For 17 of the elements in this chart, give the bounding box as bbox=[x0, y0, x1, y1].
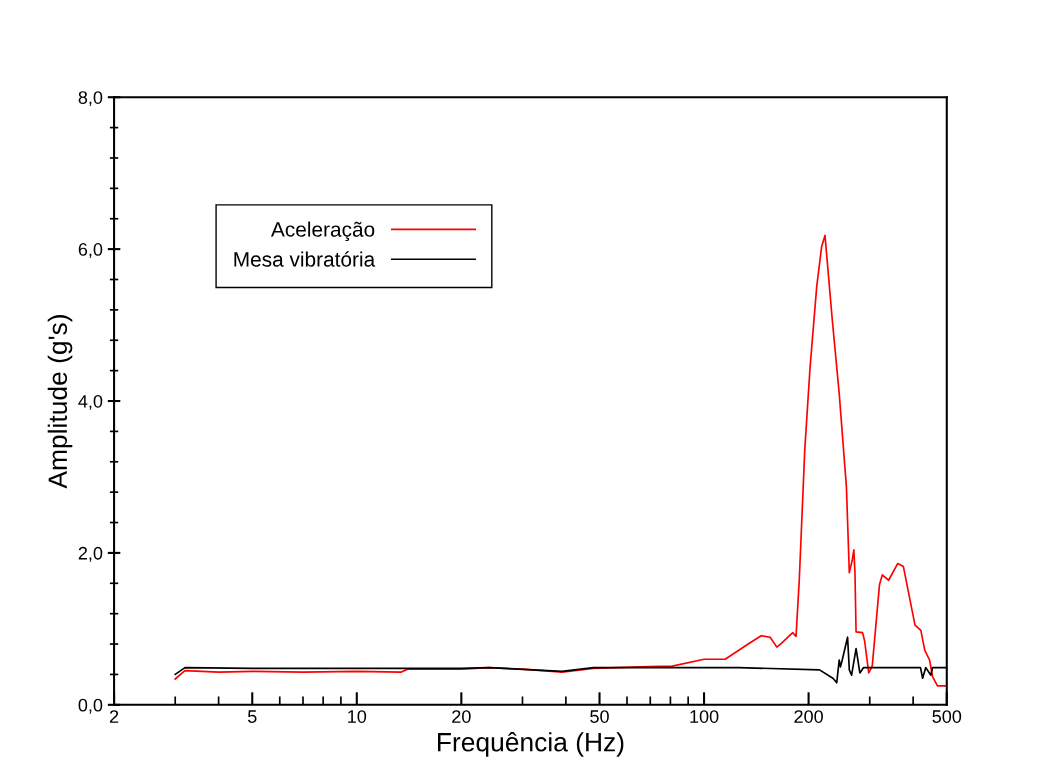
x-tick-label: 50 bbox=[590, 710, 609, 723]
x-tick-label: 5 bbox=[247, 710, 257, 723]
y-tick-label: 6,0 bbox=[78, 243, 103, 258]
y-tick-label: 8,0 bbox=[78, 91, 103, 107]
x-tick-label: 2 bbox=[109, 710, 119, 723]
legend-label: Aceleração bbox=[270, 221, 375, 242]
x-tick-label: 20 bbox=[452, 710, 471, 723]
y-axis-title: Amplitude (g's) bbox=[47, 315, 73, 489]
y-tick-label: 4,0 bbox=[78, 394, 103, 410]
legend-label: Mesa vibratória bbox=[234, 251, 376, 267]
x-axis-title: Frequência (Hz) bbox=[438, 732, 624, 757]
x-tick-label: 10 bbox=[348, 710, 367, 723]
x-tick-label: 200 bbox=[794, 710, 823, 723]
x-tick-label: 100 bbox=[690, 710, 719, 723]
y-tick-label: 2,0 bbox=[78, 546, 103, 562]
y-tick-label: 0,0 bbox=[78, 698, 103, 714]
x-tick-label: 500 bbox=[932, 710, 962, 723]
